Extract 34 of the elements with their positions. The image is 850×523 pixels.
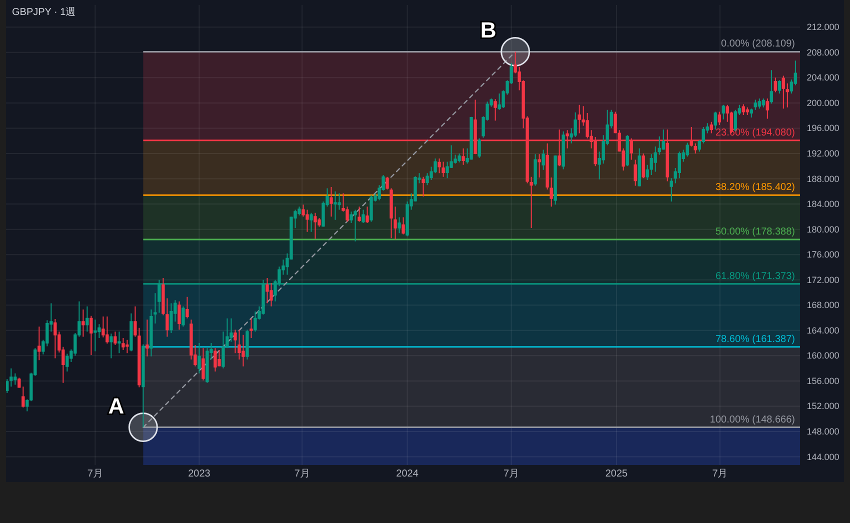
y-tick-label: 192.000 [806,148,840,158]
ref-line-label: 0.00% (208.109) [721,38,795,50]
y-tick-label: 164.000 [806,325,840,336]
x-tick-label: 7月 [87,468,103,480]
ref-line-label: 61.80% (171.373) [715,270,795,282]
y-tick-label: 208.000 [806,47,840,58]
annotation: B [480,18,496,43]
chart-title: GBPJPY · 1週 [12,7,76,18]
y-tick-label: 156.000 [806,376,840,386]
y-tick-label: 144.000 [806,452,840,462]
y-tick-label: 212.000 [806,22,840,32]
y-tick-label: 196.000 [806,123,840,134]
y-tick-label: 184.000 [806,199,840,210]
y-tick-label: 168.000 [806,300,840,310]
ref-line-label: 50.00% (178.388) [715,226,795,238]
x-tick-label: 2024 [396,468,419,480]
ref-line-label: 100.00% (148.666) [710,414,795,426]
ref-line-label: 78.60% (161.387) [715,334,795,345]
ref-line-label: 38.20% (185.402) [715,182,795,194]
y-tick-label: 148.000 [806,426,840,437]
annotation: A [108,393,124,418]
y-tick-label: 204.000 [806,72,840,83]
y-tick-label: 176.000 [806,250,840,260]
y-tick-label: 152.000 [806,401,840,412]
x-tick-label: 7月 [294,468,310,480]
y-tick-label: 180.000 [806,224,840,234]
x-tick-label: 7月 [712,468,728,480]
y-tick-label: 172.000 [806,274,840,285]
y-tick-label: 188.000 [806,174,840,184]
y-tick-label: 160.000 [806,350,840,361]
x-tick-label: 7月 [504,468,520,480]
x-tick-label: 2025 [605,468,628,480]
y-tick-label: 200.000 [806,98,840,108]
x-tick-label: 2023 [188,468,211,480]
